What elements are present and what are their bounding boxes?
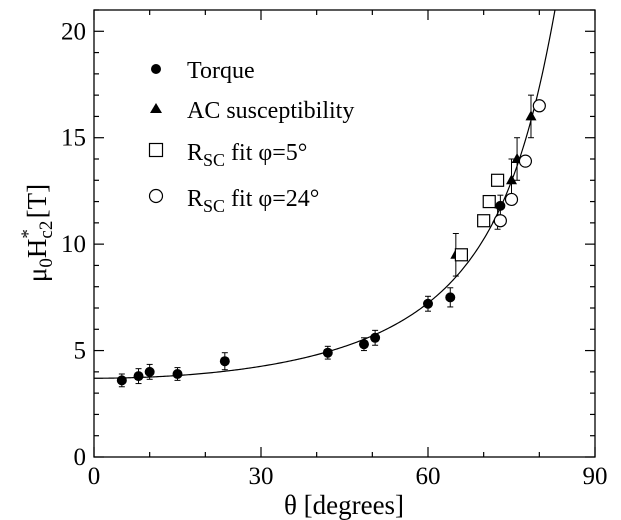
- y-title-unit: [T]: [22, 184, 52, 225]
- legend-marker-rsc-fit-24: [148, 188, 164, 204]
- y-axis-title: μ0Hc2* [T]: [18, 184, 57, 282]
- data-markers: [116, 99, 546, 386]
- legend-24-r: R: [187, 186, 203, 212]
- legend-marker-torque: [151, 64, 161, 74]
- x-tick-label: 90: [583, 463, 608, 490]
- point-rsc-fit-5: [490, 173, 505, 187]
- point-ac-susceptibility: [506, 174, 517, 185]
- error-bars: [118, 94, 534, 388]
- y-tick-label: 5: [74, 338, 87, 365]
- legend-marker-ac-susceptibility: [150, 103, 162, 113]
- point-rsc-fit-5: [477, 214, 491, 228]
- y-tick-label: 0: [74, 444, 87, 471]
- y-tick-labels: 0 5 10 15 20: [61, 18, 86, 471]
- point-torque: [370, 332, 381, 343]
- legend-marker-rsc-fit-5: [148, 142, 164, 158]
- point-torque: [445, 292, 456, 303]
- legend-5-sub: SC: [203, 150, 225, 170]
- point-torque: [423, 298, 433, 309]
- legend-label-rsc-fit-5: RSC fit φ=5°: [187, 140, 307, 170]
- y-title-mid: H: [22, 239, 52, 259]
- point-rsc-fit-5: [454, 248, 468, 262]
- fit-curve-layer: [94, 10, 556, 379]
- x-axis-title: θ [degrees]: [284, 490, 404, 520]
- point-rsc-fit-24: [518, 154, 533, 168]
- legend: Torque AC susceptibility RSC fit φ=5° RS…: [148, 58, 354, 216]
- point-torque: [322, 347, 333, 358]
- y-title-sub2: c2: [36, 221, 57, 239]
- axis-ticks: [93, 9, 596, 458]
- point-rsc-fit-24: [532, 99, 546, 113]
- legend-label-torque: Torque: [187, 58, 255, 84]
- legend-5-r: R: [187, 140, 203, 166]
- point-torque: [495, 200, 506, 211]
- point-rsc-fit-24: [504, 192, 519, 207]
- legend-label-ac-susceptibility: AC susceptibility: [187, 98, 354, 124]
- y-tick-label: 20: [61, 18, 86, 45]
- point-torque: [133, 371, 144, 382]
- y-tick-label: 10: [61, 231, 86, 258]
- point-ac-susceptibility: [525, 110, 537, 121]
- x-tick-labels: 0 30 60 90: [88, 463, 608, 490]
- y-tick-label: 15: [61, 125, 86, 152]
- legend-5-rest: fit φ=5°: [225, 140, 307, 166]
- legend-24-rest: fit φ=24°: [225, 186, 319, 212]
- point-torque: [172, 368, 183, 379]
- plot-frame: [93, 9, 596, 458]
- point-torque: [116, 375, 127, 386]
- y-title-base: μ: [22, 268, 52, 282]
- x-tick-label: 60: [416, 463, 441, 490]
- y-title-sup: *: [18, 229, 39, 239]
- fit-curve: [94, 10, 556, 379]
- legend-24-sub: SC: [203, 196, 225, 216]
- y-title-sub1: 0: [36, 258, 57, 268]
- point-torque: [358, 339, 369, 350]
- legend-label-rsc-fit-24: RSC fit φ=24°: [187, 186, 319, 216]
- point-rsc-fit-24: [493, 214, 507, 228]
- point-torque: [219, 356, 230, 367]
- x-tick-label: 0: [88, 463, 101, 490]
- point-rsc-fit-5: [482, 194, 496, 209]
- x-tick-label: 30: [249, 463, 274, 490]
- point-torque: [144, 366, 155, 377]
